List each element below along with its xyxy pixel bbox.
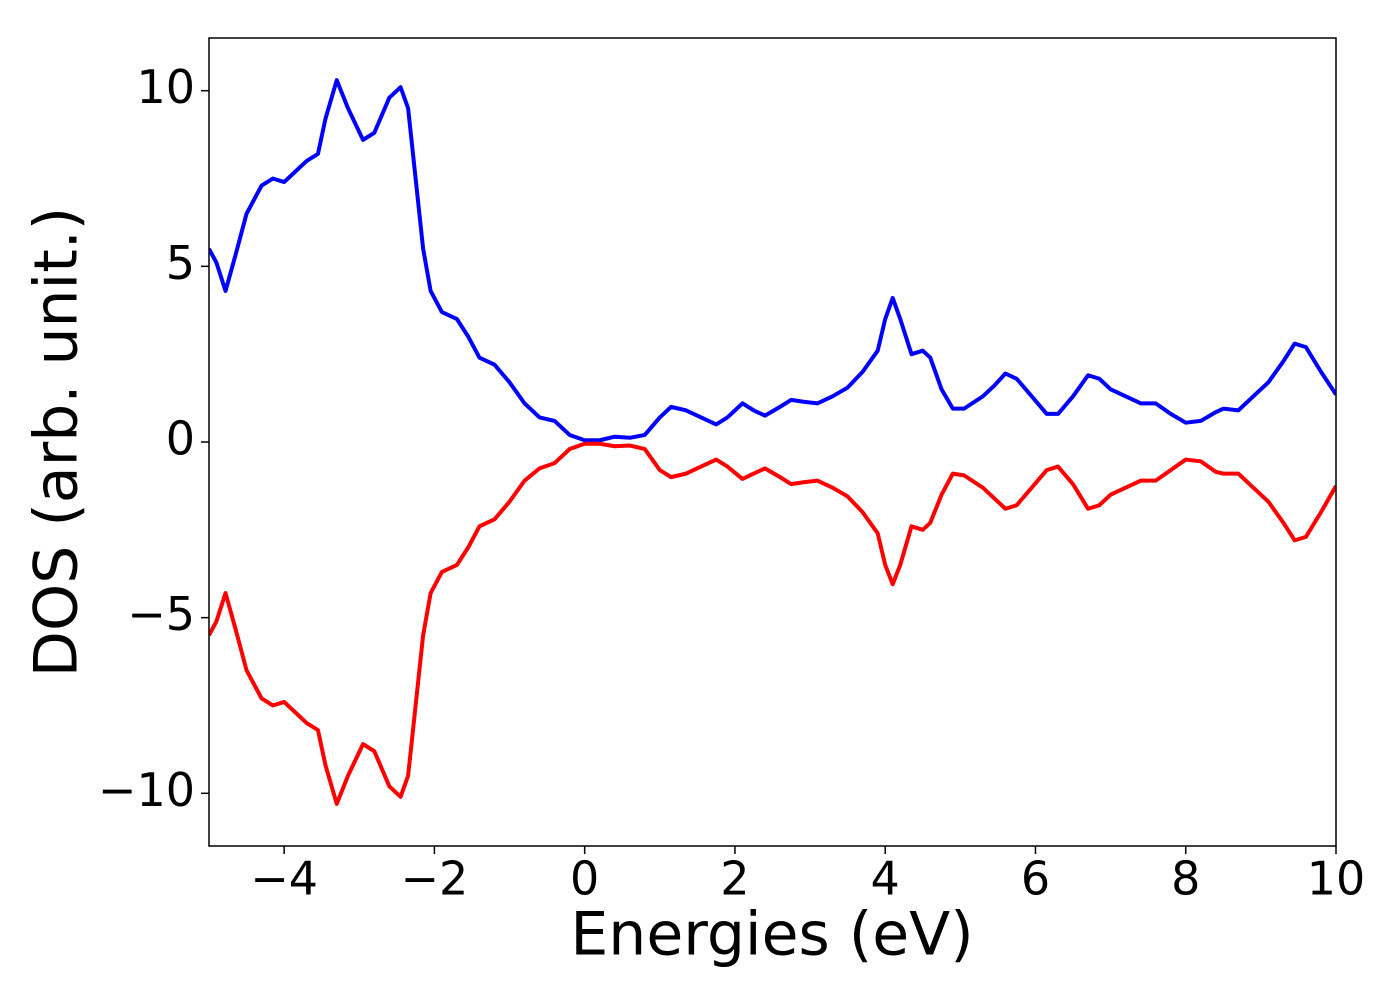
y-tick-label: 5 [166,236,195,290]
y-tick-label: 10 [136,60,195,114]
series-line [209,441,1336,806]
y-axis-label: DOS (arb. unit.) [22,207,92,677]
series-line [209,78,1336,443]
x-tick-label: 10 [1307,852,1366,906]
x-tick-label: 8 [1171,852,1200,906]
x-axis-label: Energies (eV) [570,900,973,970]
y-tick-label: 0 [166,412,195,466]
x-tick-label: −4 [250,852,318,906]
x-tick-label: 4 [871,852,900,906]
plot-frame [208,37,1337,847]
y-tick-label: −5 [127,587,195,641]
y-tick-label: −10 [98,763,195,817]
x-tick-label: −2 [400,852,468,906]
x-tick-label: 0 [570,852,599,906]
x-tick-label: 6 [1021,852,1050,906]
x-tick-label: 2 [720,852,749,906]
